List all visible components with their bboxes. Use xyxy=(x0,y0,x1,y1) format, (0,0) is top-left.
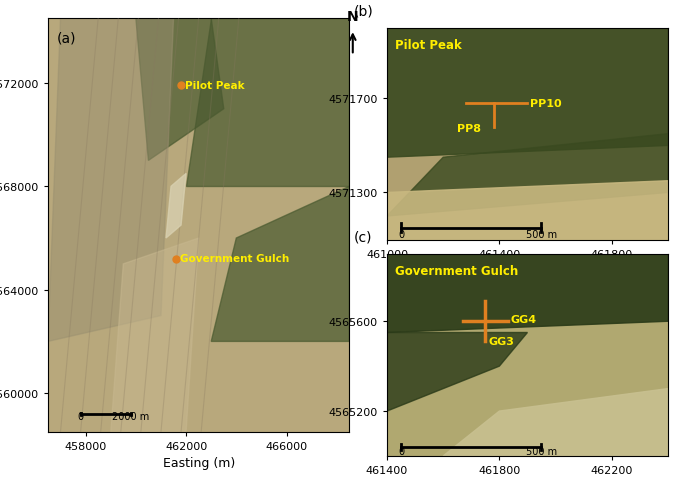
Text: N: N xyxy=(347,10,358,24)
Text: GG4: GG4 xyxy=(510,314,537,324)
Text: 0: 0 xyxy=(398,446,404,456)
Polygon shape xyxy=(48,19,349,432)
X-axis label: Easting (m): Easting (m) xyxy=(162,456,235,469)
Text: (b): (b) xyxy=(353,4,373,18)
Text: (a): (a) xyxy=(57,32,77,46)
Text: 500 m: 500 m xyxy=(526,229,557,240)
Polygon shape xyxy=(387,254,668,333)
Polygon shape xyxy=(387,181,668,240)
Polygon shape xyxy=(111,239,199,432)
Polygon shape xyxy=(387,29,668,240)
Polygon shape xyxy=(387,134,668,216)
Text: PP10: PP10 xyxy=(530,99,562,109)
Polygon shape xyxy=(443,389,668,456)
Text: 500 m: 500 m xyxy=(526,446,557,456)
Text: (c): (c) xyxy=(353,230,372,244)
Text: GG3: GG3 xyxy=(488,336,514,346)
Text: 2000 m: 2000 m xyxy=(112,411,149,421)
Text: Pilot Peak: Pilot Peak xyxy=(395,39,462,52)
Text: 0: 0 xyxy=(398,229,404,240)
Polygon shape xyxy=(387,333,527,411)
Text: Pilot Peak: Pilot Peak xyxy=(185,81,245,91)
Text: 0: 0 xyxy=(77,411,84,421)
Polygon shape xyxy=(387,254,668,456)
Text: Government Gulch: Government Gulch xyxy=(395,264,519,277)
Polygon shape xyxy=(48,19,173,342)
Polygon shape xyxy=(166,174,186,239)
Polygon shape xyxy=(186,19,349,187)
Text: Government Gulch: Government Gulch xyxy=(180,254,289,264)
Text: PP8: PP8 xyxy=(458,124,482,134)
Polygon shape xyxy=(211,187,349,342)
Polygon shape xyxy=(387,29,668,158)
Polygon shape xyxy=(136,19,224,161)
